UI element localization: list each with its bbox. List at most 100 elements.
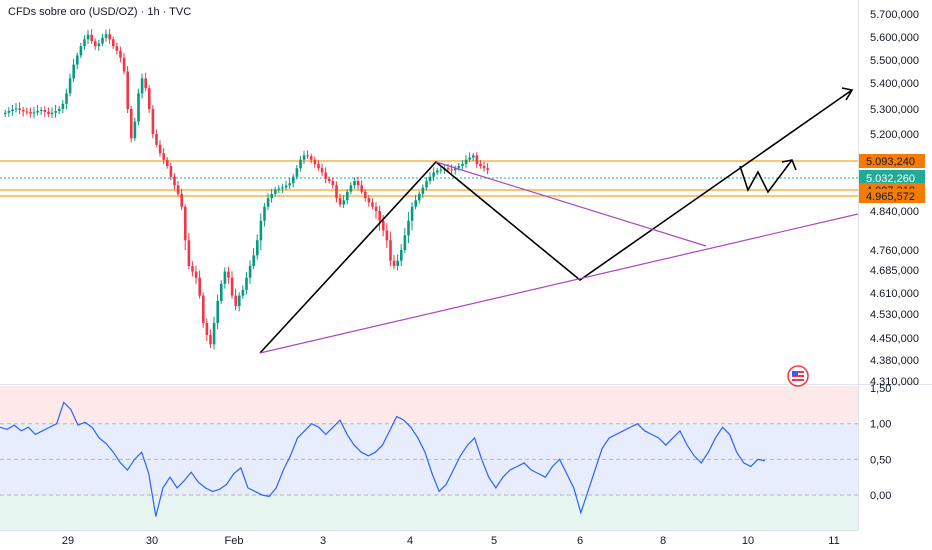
- candle-body: [248, 266, 252, 278]
- level-value: 5.093,240: [866, 156, 915, 168]
- candle-body: [425, 181, 428, 188]
- price-tick-label: 4.840,000: [870, 206, 919, 218]
- price-tick-label: 4.380,000: [870, 355, 919, 367]
- candle-body: [454, 168, 457, 171]
- candle-body: [277, 188, 281, 190]
- time-tick-label: Feb: [225, 535, 244, 547]
- candle-body: [464, 159, 468, 164]
- candle-body: [274, 189, 277, 194]
- candle-body: [450, 169, 453, 171]
- candle-body: [378, 211, 381, 221]
- candle-body: [338, 198, 342, 205]
- candle-body: [367, 198, 371, 203]
- candle-body: [331, 181, 335, 186]
- time-tick-label: 29: [62, 535, 74, 547]
- arrow-head-icon[interactable]: [781, 159, 797, 171]
- last-price-value: 5.032,260: [866, 173, 915, 185]
- price-tick-label: 4.760,000: [870, 245, 919, 257]
- candle-body: [61, 103, 65, 109]
- candle-body: [216, 300, 219, 323]
- candle-body: [220, 283, 223, 301]
- candle-body: [227, 271, 230, 278]
- candle-body: [482, 166, 486, 169]
- arrow-head-icon[interactable]: [841, 87, 854, 101]
- candle-body: [436, 170, 439, 173]
- drawings[interactable]: [259, 87, 858, 354]
- candle-body: [47, 112, 50, 114]
- us-flag-icon[interactable]: [787, 365, 809, 387]
- candle-body: [360, 185, 363, 192]
- candle-body: [184, 206, 187, 241]
- candle-body: [158, 144, 162, 154]
- price-tick-label: 5.300,000: [870, 104, 919, 116]
- time-tick-label: 4: [407, 535, 413, 547]
- osc-tick-label: 0,50: [870, 454, 891, 466]
- candle-body: [97, 43, 101, 47]
- candle-body: [101, 37, 104, 44]
- candle-body: [299, 159, 302, 169]
- candle-body: [133, 121, 137, 139]
- candle-body: [144, 78, 147, 89]
- time-axis[interactable]: 29 30 Feb 3 4 5 6 8 10 11: [62, 535, 840, 547]
- candle-body: [468, 157, 471, 160]
- support-trendline[interactable]: [259, 213, 858, 354]
- candle-body: [461, 163, 464, 167]
- candle-body: [234, 295, 237, 307]
- oversold-zone: [0, 495, 858, 530]
- candle-body: [43, 110, 47, 112]
- candle-body: [104, 34, 108, 38]
- candle-body: [18, 108, 21, 110]
- candle-body: [342, 200, 345, 205]
- oscillator-series: [0, 401, 766, 517]
- oscillator-line: [0, 401, 766, 517]
- candle-body: [266, 198, 270, 207]
- candle-body: [486, 168, 489, 170]
- candle-body: [270, 193, 273, 199]
- candle-body: [25, 111, 29, 113]
- candle-body: [288, 183, 291, 186]
- candle-body: [130, 109, 133, 139]
- candle-body: [281, 187, 284, 189]
- candle-body: [317, 163, 320, 169]
- candle-body: [29, 112, 32, 114]
- candle-body: [212, 323, 216, 345]
- candle-body: [137, 93, 140, 122]
- candle-body: [457, 166, 461, 169]
- time-tick-label: 10: [742, 535, 754, 547]
- time-tick-label: 6: [577, 535, 583, 547]
- candle-body: [22, 110, 25, 112]
- candle-body: [302, 155, 306, 160]
- osc-tick-label: 0,00: [870, 490, 891, 502]
- candle-body: [324, 172, 327, 179]
- oscillator-axis[interactable]: 1,50 1,00 0,50 0,00: [870, 383, 891, 502]
- candle-body: [396, 260, 399, 266]
- candle-body: [400, 250, 403, 261]
- candle-body: [176, 185, 180, 194]
- osc-tick-label: 1,50: [870, 383, 891, 395]
- wave-drawing[interactable]: [259, 89, 853, 354]
- candle-body: [432, 172, 435, 177]
- candle-body: [310, 156, 313, 160]
- candle-body: [108, 34, 111, 40]
- resistance-trendline[interactable]: [435, 161, 707, 247]
- candle-body: [223, 271, 227, 284]
- candle-body: [241, 289, 245, 296]
- candle-body: [94, 41, 97, 47]
- candle-body: [446, 168, 450, 170]
- candle-body: [79, 46, 83, 56]
- candle-body: [83, 39, 86, 47]
- price-tick-label: 4.610,000: [870, 288, 919, 300]
- candle-body: [230, 277, 234, 296]
- overbought-zone: [0, 386, 858, 424]
- projection-drawing[interactable]: [739, 159, 793, 194]
- candle-body: [112, 39, 115, 47]
- candle-body: [346, 191, 349, 201]
- candle-body: [119, 50, 122, 58]
- candle-body: [169, 166, 173, 177]
- price-axis[interactable]: 5.700,000 5.600,000 5.500,000 5.400,000 5.30…: [870, 9, 919, 388]
- candle-body: [90, 34, 93, 42]
- candle-body: [122, 57, 126, 72]
- candle-body: [328, 178, 331, 182]
- candle-body: [7, 111, 11, 113]
